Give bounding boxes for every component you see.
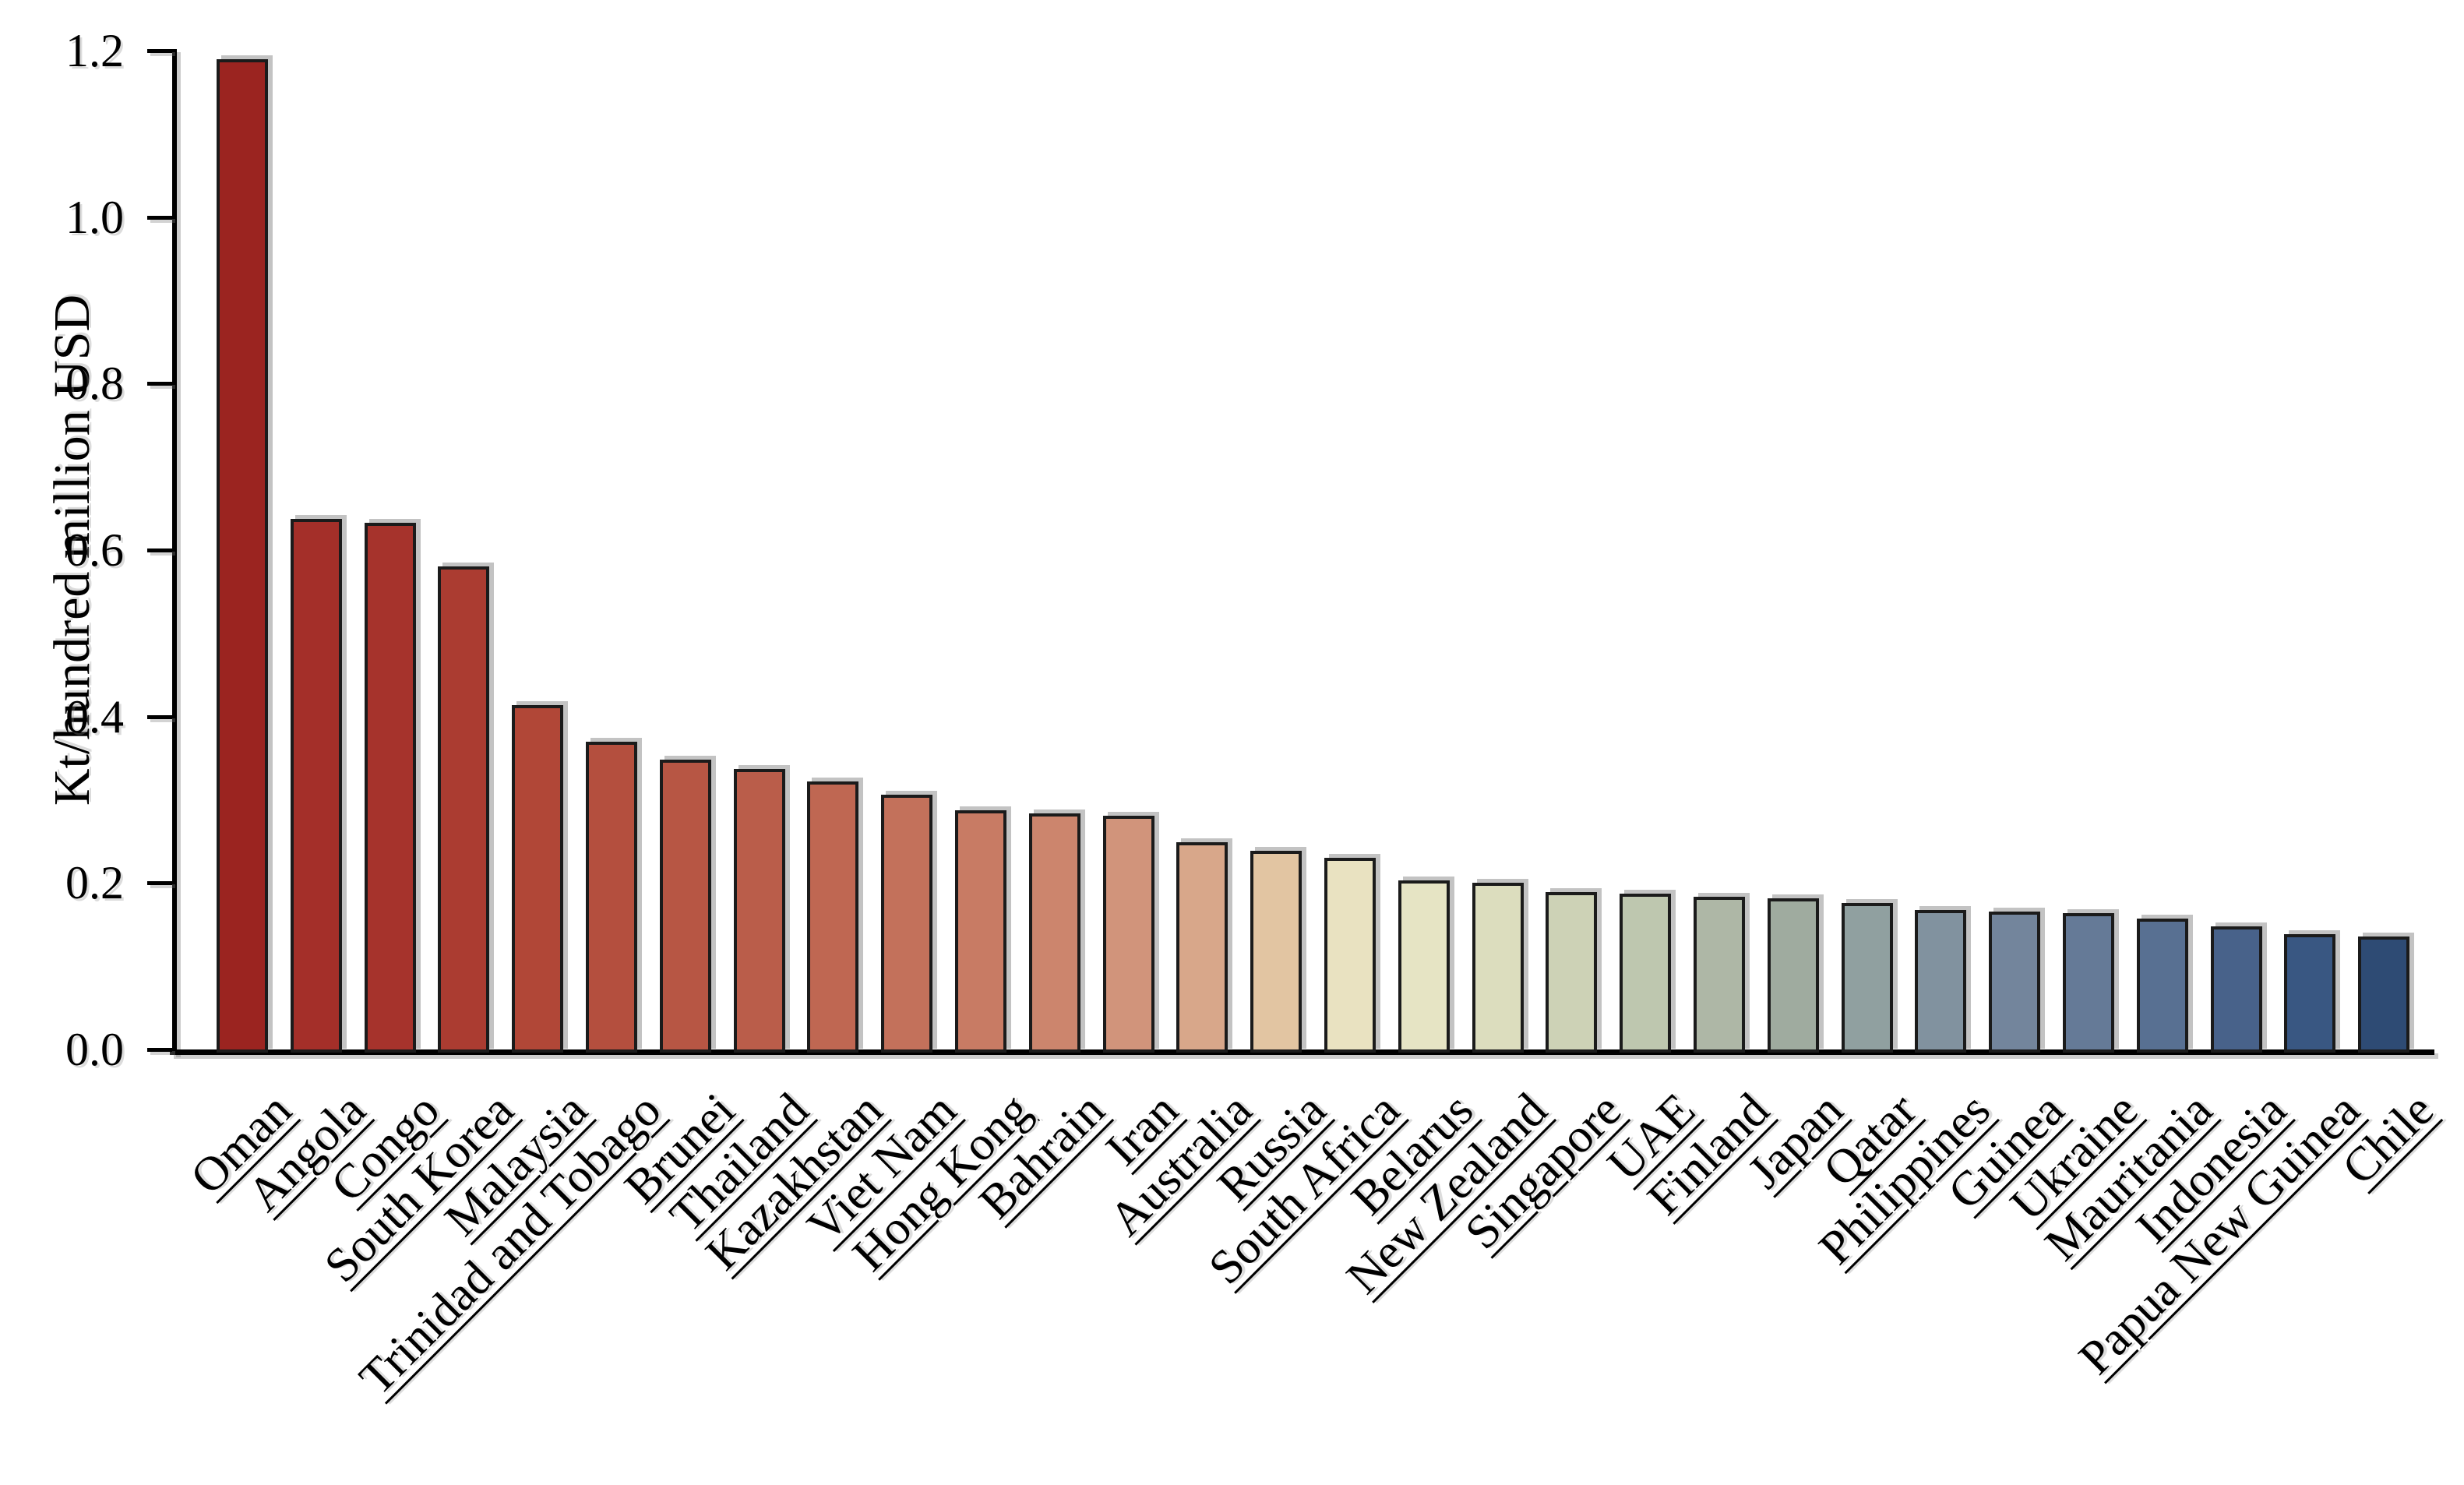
y-tick-mark	[147, 49, 172, 53]
bar-new-zealand	[1472, 883, 1524, 1053]
bar-qatar	[1841, 902, 1893, 1053]
bar-chile	[2358, 936, 2410, 1053]
y-tick-label: 0.4	[65, 690, 124, 742]
bar-kazakhstan	[807, 781, 859, 1053]
bar-ukraine	[2063, 912, 2114, 1053]
bar-malaysia	[512, 704, 564, 1053]
y-tick-mark	[147, 382, 172, 386]
y-tick-label: 0.6	[65, 524, 124, 576]
y-tick-mark	[147, 548, 172, 552]
bar-finland	[1694, 897, 1745, 1053]
bar-hong-kong	[955, 810, 1006, 1053]
bar-iran	[1102, 815, 1154, 1053]
y-tick-label: 0.0	[65, 1024, 124, 1075]
bar-philippines	[1915, 909, 1967, 1053]
bar-congo	[364, 522, 416, 1053]
bar-viet-nam	[881, 795, 933, 1053]
bar-papua-new-guinea	[2284, 933, 2336, 1053]
bar-belarus	[1398, 880, 1450, 1053]
y-tick-mark	[147, 714, 172, 719]
bar-russia	[1250, 850, 1303, 1053]
y-tick-mark	[147, 1048, 172, 1052]
bar-australia	[1176, 841, 1228, 1053]
y-tick-mark	[147, 881, 172, 886]
y-axis-line	[172, 49, 177, 1054]
bar-thailand	[733, 768, 785, 1053]
y-tick-mark	[147, 215, 172, 220]
bar-singapore	[1546, 892, 1598, 1053]
bar-south-korea	[438, 566, 490, 1053]
bar-mauritania	[2136, 919, 2188, 1053]
bar-bahrain	[1028, 813, 1080, 1053]
bar-japan	[1767, 898, 1819, 1053]
bar-indonesia	[2210, 926, 2262, 1053]
bar-uae	[1620, 894, 1672, 1053]
y-tick-label: 0.8	[65, 358, 124, 410]
y-tick-label: 1.0	[65, 191, 124, 243]
x-axis-line	[170, 1049, 2434, 1055]
bar-angola	[290, 519, 342, 1053]
bar-oman	[217, 58, 268, 1053]
y-tick-label: 0.2	[65, 857, 124, 909]
y-tick-label: 1.2	[65, 25, 124, 76]
bar-south-africa	[1324, 858, 1376, 1053]
bar-brunei	[659, 760, 711, 1053]
bar-trinidad-and-tobago	[586, 741, 637, 1053]
bar-guinea	[1989, 911, 2041, 1053]
